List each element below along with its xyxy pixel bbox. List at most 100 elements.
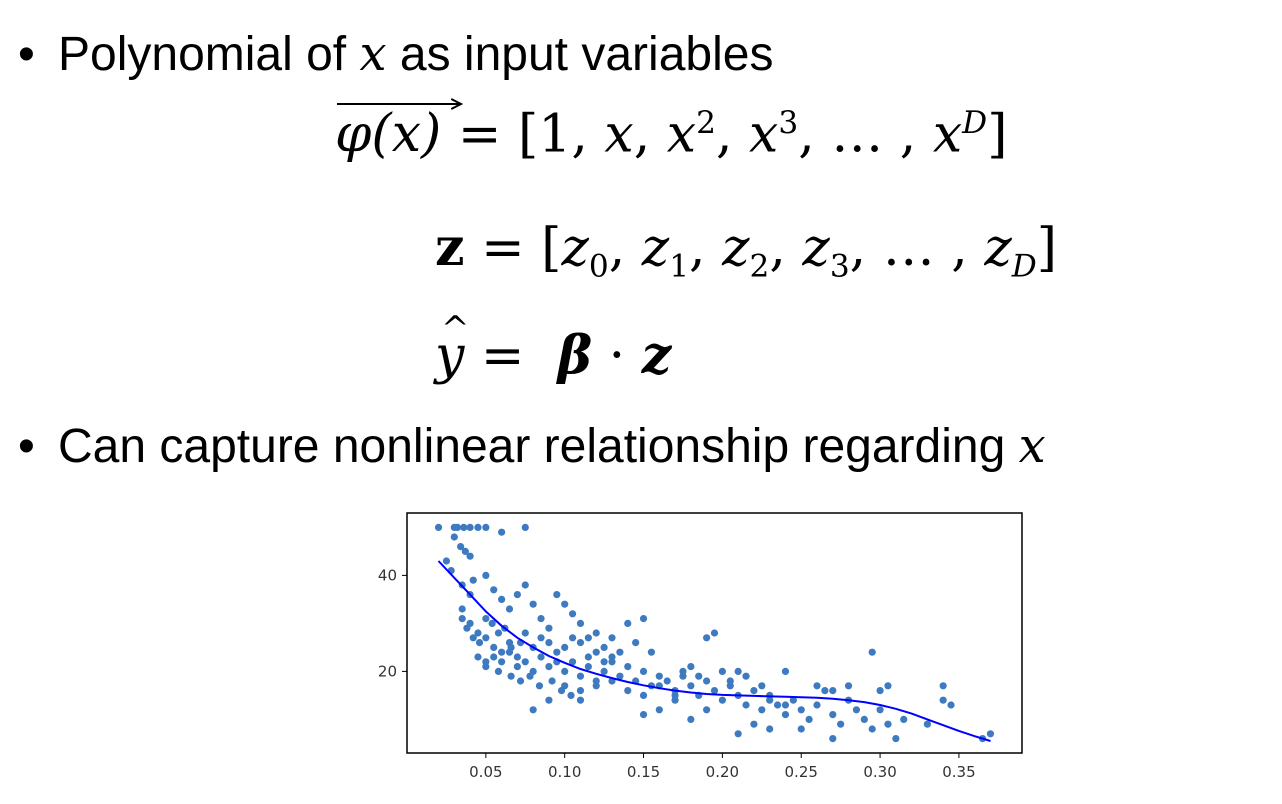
phi-close: ]: [987, 104, 1008, 165]
z0-sub: 0: [588, 248, 609, 285]
x-tick-label: 0.35: [942, 763, 975, 781]
data-point: [576, 672, 585, 680]
data-point: [781, 701, 790, 709]
bullet-dot: •: [18, 420, 35, 473]
data-point: [829, 735, 837, 743]
data-point: [624, 619, 632, 627]
phi-equals: =: [457, 104, 502, 165]
phi-ellipsis: , … ,: [798, 104, 933, 165]
bullet-text: Can capture nonlinear relationship regar…: [58, 420, 1019, 473]
data-point: [488, 619, 496, 627]
data-point: [568, 658, 577, 666]
data-point: [703, 634, 711, 642]
data-point: [592, 682, 600, 690]
data-point: [469, 576, 477, 584]
data-point: [521, 629, 529, 637]
data-point: [781, 667, 790, 675]
data-point: [687, 663, 695, 671]
data-point: [663, 677, 671, 685]
data-point: [600, 643, 608, 651]
data-point: [758, 682, 766, 690]
data-point: [592, 629, 600, 637]
data-point: [837, 720, 845, 728]
z-open: [: [541, 218, 562, 278]
data-point: [463, 624, 471, 632]
data-point: [576, 687, 585, 695]
phi-sep2: ,: [715, 104, 750, 165]
data-point: [537, 653, 545, 661]
data-point: [632, 639, 640, 647]
bullet-polynomial: • Polynomial of x as input variables: [18, 30, 773, 79]
data-point: [750, 720, 758, 728]
data-point: [490, 643, 498, 651]
data-point: [548, 677, 556, 685]
phi-xd: x: [932, 104, 963, 165]
data-point: [710, 629, 719, 637]
data-point: [671, 691, 679, 699]
z0: z: [561, 218, 589, 278]
data-point: [687, 682, 695, 690]
data-point: [639, 615, 648, 623]
x-tick-label: 0.20: [706, 763, 739, 781]
data-point: [498, 528, 506, 536]
data-point: [568, 610, 577, 618]
data-point: [868, 725, 876, 733]
z-equation: z = [z0, z1, z2, z3, … , zD]: [435, 217, 1058, 285]
x-tick-label: 0.15: [627, 763, 660, 781]
data-point: [608, 634, 616, 642]
z2: z: [722, 218, 750, 278]
z-equals: =: [481, 218, 525, 278]
data-point: [453, 523, 462, 531]
data-point: [494, 667, 503, 675]
data-point: [742, 701, 750, 709]
data-point: [923, 720, 931, 728]
data-point: [726, 677, 734, 685]
y-equals: =: [480, 326, 525, 386]
data-point: [805, 715, 813, 723]
bullet-var-x: x: [1018, 418, 1046, 474]
data-point: [647, 648, 656, 656]
data-point: [521, 658, 529, 666]
data-point: [884, 682, 892, 690]
data-point: [600, 667, 608, 675]
data-point: [876, 687, 884, 695]
zd-sub: D: [1011, 248, 1037, 285]
data-point: [490, 653, 498, 661]
data-point: [608, 653, 616, 661]
data-point: [947, 701, 955, 709]
data-point: [616, 672, 624, 680]
dot-operator: ·: [608, 326, 626, 386]
z3: z: [802, 218, 830, 278]
data-point: [545, 696, 553, 704]
phi-lhs: φ(x): [335, 104, 442, 165]
bullet-var-x: x: [359, 26, 387, 82]
data-point: [553, 648, 561, 656]
data-point: [860, 715, 868, 723]
data-point: [852, 706, 861, 714]
z-ellipsis: , … ,: [849, 218, 985, 278]
data-point: [466, 523, 474, 531]
data-point: [458, 615, 466, 623]
data-point: [592, 648, 600, 656]
data-point: [450, 533, 458, 541]
data-point: [844, 682, 853, 690]
data-point: [734, 730, 742, 738]
z-lhs: z: [435, 217, 465, 278]
y-equation: y = β · z: [435, 312, 671, 382]
data-point: [986, 730, 995, 738]
z2-sub: 2: [749, 248, 770, 285]
data-point: [829, 687, 837, 695]
bullet-dot: •: [18, 28, 35, 81]
data-point: [521, 581, 529, 589]
y-tick-label: 40: [378, 566, 397, 584]
data-point: [773, 701, 782, 709]
data-point: [576, 639, 585, 647]
data-point: [703, 706, 711, 714]
data-point: [457, 543, 465, 551]
data-point: [490, 586, 498, 594]
data-point: [568, 634, 577, 642]
bullet-nonlinear: • Can capture nonlinear relationship rega…: [18, 422, 1046, 471]
data-point: [529, 706, 537, 714]
data-point: [789, 696, 797, 704]
data-point: [507, 643, 515, 651]
